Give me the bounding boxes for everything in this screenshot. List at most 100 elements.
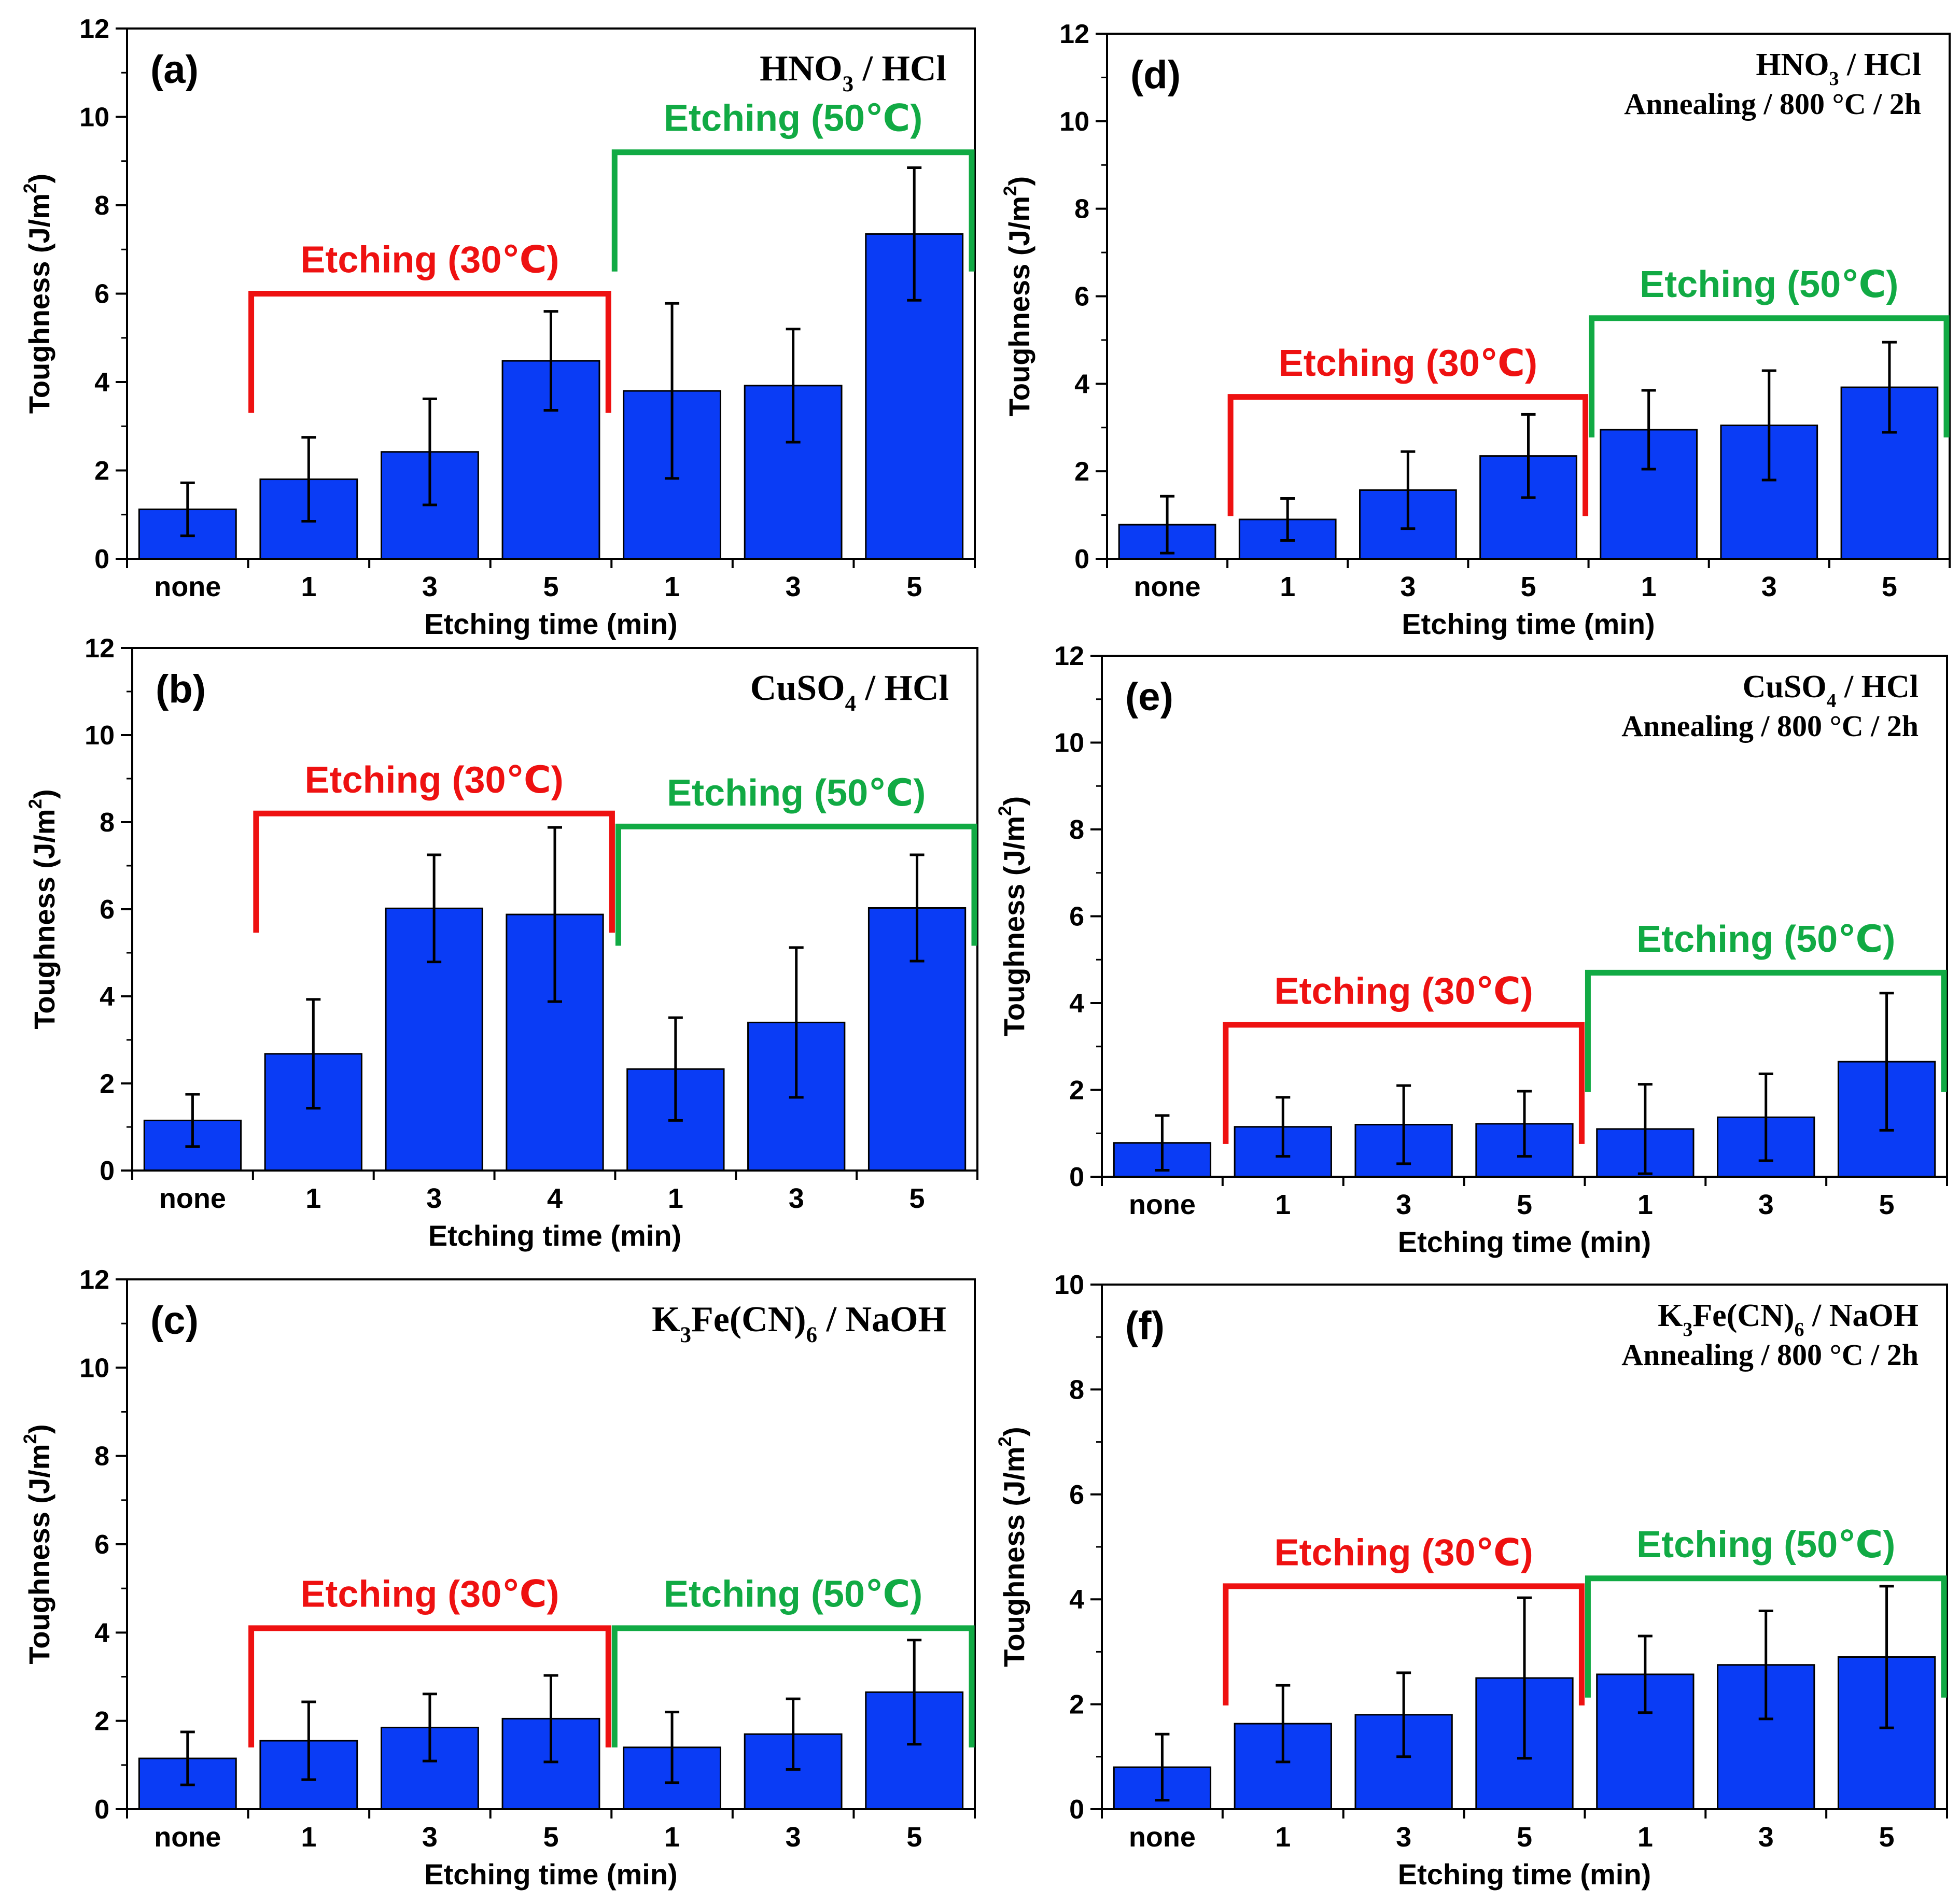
y-tick-label: 8 [1074, 194, 1089, 224]
panel-title-line: HNO3 / HCl [760, 49, 946, 96]
x-tick-label: 3 [1400, 571, 1416, 602]
text-part: / NaOH [817, 1300, 946, 1340]
error-bar [1758, 1609, 1773, 1721]
group-label: Etching (50℃) [1636, 919, 1895, 960]
x-tick-label: none [154, 571, 221, 602]
panel-b: 0 2 4 6 8 10 12 none 1 3 4 1 3 5 Etching time (min) Tou… [25, 633, 978, 1252]
y-axis-title: Toughness (J/m2) [1000, 176, 1035, 416]
x-tick-label: none [1134, 571, 1201, 602]
text-part: 2 [25, 799, 46, 809]
text-part: 2 [20, 183, 40, 193]
error-bar [1879, 1585, 1894, 1729]
text-part: 2 [995, 806, 1015, 815]
text-part: Toughness (J/m [998, 816, 1030, 1036]
panel-f: 0 2 4 6 8 10 none 1 3 5 1 3 5 Etching time (min) Tough… [995, 1270, 1948, 1891]
group-bracket-line [611, 149, 975, 272]
text-part: 4 [1827, 690, 1837, 712]
error-bar [1758, 1073, 1773, 1162]
group-label: Etching (30℃) [300, 1574, 559, 1615]
text-part: CuSO [750, 668, 845, 708]
panel-title-line: CuSO4 / HCl [750, 668, 949, 716]
y-tick-label: 10 [79, 1353, 109, 1383]
text-part: / HCl [1837, 669, 1919, 704]
x-axis-title: Etching time (min) [428, 1219, 681, 1252]
y-axis-title: Toughness (J/m2) [995, 796, 1030, 1036]
group-bracket-line [1223, 1022, 1585, 1144]
panel-c: 0 2 4 6 8 10 12 none 1 3 5 1 3 5 Etching time (min) Tou… [20, 1265, 976, 1891]
bar [385, 907, 483, 1172]
group-label: Etching (50℃) [1640, 264, 1898, 305]
y-tick-label: 0 [94, 544, 109, 574]
x-axis-title: Etching time (min) [424, 608, 677, 640]
x-tick-label: 1 [1275, 1189, 1291, 1220]
group-bracket [611, 149, 975, 272]
y-tick-label: 2 [94, 1707, 109, 1737]
text-part: ) [28, 789, 61, 799]
x-tick-label: 5 [1517, 1189, 1532, 1220]
text-part: K [1658, 1298, 1683, 1333]
x-tick-label: none [1129, 1822, 1196, 1853]
error-bar [1160, 495, 1175, 555]
y-tick-label: 4 [1069, 1585, 1084, 1615]
x-tick-label: 3 [1758, 1822, 1774, 1853]
x-axis-title: Etching time (min) [1398, 1858, 1651, 1891]
panel-title-line: Annealing / 800 °C / 2h [1621, 1338, 1919, 1372]
text-part: ) [998, 796, 1030, 806]
x-tick-label: none [159, 1183, 226, 1214]
x-tick-label: 3 [786, 571, 801, 602]
group-bracket [1227, 394, 1589, 516]
panel-title-line: Annealing / 800 °C / 2h [1621, 709, 1919, 743]
y-tick-label: 6 [1069, 1480, 1084, 1510]
error-bar [1879, 992, 1894, 1132]
y-tick-label: 8 [94, 1442, 109, 1472]
x-tick-label: 3 [789, 1183, 804, 1214]
text-part: Toughness (J/m [23, 1444, 55, 1664]
y-tick-label: 10 [79, 103, 109, 133]
text-part: CuSO [1743, 669, 1827, 704]
panel-letter: (c) [150, 1299, 199, 1343]
error-bar [543, 1674, 558, 1764]
panel-a: 0 2 4 6 8 10 12 none 1 3 5 1 3 5 Etching time (min) Tou… [20, 14, 976, 640]
text-part: / HCl [856, 668, 949, 708]
y-tick-label: 10 [1054, 728, 1084, 758]
error-bar [427, 853, 442, 964]
text-part: ) [23, 174, 55, 184]
error-bar [1401, 450, 1416, 530]
group-label: Etching (50℃) [1636, 1524, 1895, 1566]
error-bar [301, 1700, 316, 1781]
group-bracket-line [615, 823, 977, 946]
group-bracket [1223, 1583, 1585, 1705]
x-tick-label: 3 [1396, 1822, 1411, 1853]
y-tick-label: 6 [94, 279, 109, 309]
y-tick-label: 2 [100, 1069, 115, 1099]
y-tick-label: 6 [1074, 282, 1089, 312]
x-tick-label: 1 [301, 1822, 316, 1853]
error-bar [1637, 1634, 1653, 1714]
panel-e: 0 2 4 6 8 10 12 none 1 3 5 1 3 5 Etching time (min) Tou… [995, 641, 1948, 1258]
panel-title-line: K3Fe(CN)6 / NaOH [652, 1300, 946, 1347]
error-bar [543, 310, 558, 412]
x-tick-label: 3 [426, 1183, 442, 1214]
error-bar [789, 946, 804, 1099]
x-tick-label: 5 [1517, 1822, 1532, 1853]
text-part: 2 [20, 1434, 40, 1444]
y-tick-label: 10 [1054, 1270, 1084, 1300]
x-tick-label: 1 [664, 571, 680, 602]
group-label: Etching (30℃) [1275, 1532, 1533, 1573]
error-bar [422, 397, 437, 506]
y-tick-label: 12 [79, 14, 109, 44]
group-bracket-line [1223, 1583, 1585, 1705]
error-bar [301, 436, 316, 523]
group-label: Etching (30℃) [305, 759, 564, 801]
group-label: Etching (30℃) [300, 239, 559, 280]
error-bar [1276, 1096, 1291, 1158]
bar [381, 1726, 479, 1810]
x-tick-label: 3 [1396, 1189, 1411, 1220]
text-part: HNO [760, 49, 842, 89]
group-bracket [253, 810, 615, 933]
text-part: HNO [1756, 47, 1829, 82]
y-tick-label: 6 [100, 895, 115, 925]
error-bar [1155, 1114, 1170, 1172]
x-tick-label: 1 [305, 1183, 321, 1214]
